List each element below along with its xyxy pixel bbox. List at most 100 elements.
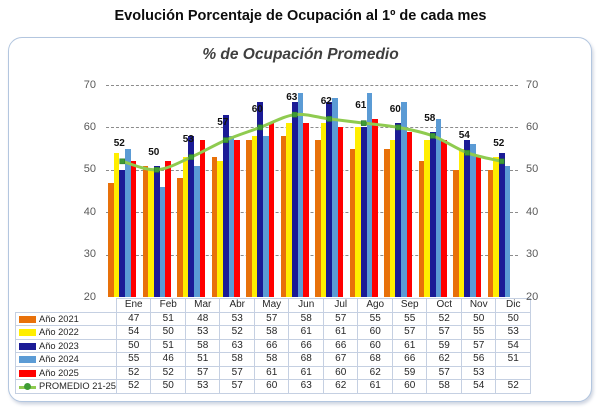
table-cell: 58 — [184, 338, 221, 353]
table-cell: 53 — [184, 379, 221, 394]
data-table: Ene Feb Mar Abr May Jun Jul Ago Sep Oct Nov Dic Año … — [15, 298, 531, 394]
legend-swatch-icon — [19, 356, 36, 364]
legend-swatch-icon — [19, 329, 36, 337]
chart-title: % de Ocupación Promedio — [202, 46, 399, 63]
bar-a-o-2023-feb — [153, 165, 160, 297]
bar-a-o-2023-ago — [360, 127, 367, 297]
table-cell: 57 — [391, 325, 428, 340]
bar-a-o-2025-ago — [372, 118, 378, 297]
table-cell: 66 — [322, 338, 359, 353]
table-cell: 54 — [115, 325, 152, 340]
table-cell: 60 — [253, 379, 290, 394]
month-header-cell: Feb — [150, 298, 186, 313]
month-header-cell: Dic — [495, 298, 531, 313]
table-cell: 48 — [184, 311, 221, 326]
bar-a-o-2023-mar — [188, 135, 195, 297]
bar-a-o-2024-may — [263, 135, 269, 297]
table-cell: 51 — [184, 352, 221, 367]
bar-a-o-2023-jul — [326, 101, 333, 297]
bar-a-o-2023-abr — [222, 114, 229, 297]
bar-a-o-2024-mar — [194, 165, 200, 297]
legend-label: PROMEDIO 21-25 — [39, 381, 116, 391]
gridline — [106, 254, 518, 256]
table-cell: 52 — [426, 311, 462, 326]
bar-a-o-2022-nov — [458, 148, 465, 297]
bar-a-o-2021-jul — [315, 140, 321, 297]
bar-a-o-2023-oct — [429, 131, 436, 297]
table-cell: 61 — [253, 365, 290, 380]
data-label: 60 — [389, 104, 401, 116]
bar-a-o-2021-nov — [453, 169, 459, 297]
table-cell: 60 — [391, 379, 428, 394]
table-cell: 50 — [115, 338, 152, 353]
month-header-cell: Jun — [288, 298, 324, 313]
data-label: 50 — [148, 146, 160, 158]
table-cell: 58 — [253, 352, 290, 367]
bar-a-o-2021-mar — [177, 178, 183, 297]
table-cell: 53 — [460, 365, 497, 380]
month-header-cell: Sep — [391, 298, 428, 313]
table-cell: 56 — [460, 352, 497, 367]
y-axis-tick-label: 30 — [526, 248, 539, 261]
table-cell: 61 — [322, 325, 359, 340]
gridline — [106, 127, 518, 129]
bar-a-o-2021-ene — [108, 182, 114, 297]
table-cell: 51 — [150, 338, 186, 353]
table-cell: 54 — [495, 338, 531, 353]
bar-a-o-2025-mar — [199, 140, 206, 297]
month-header-cell: Jul — [322, 298, 359, 313]
bar-a-o-2021-feb — [142, 165, 149, 297]
bar-a-o-2025-sep — [406, 131, 413, 297]
bar-a-o-2025-feb — [165, 161, 171, 297]
y-axis-tick-label: 50 — [83, 163, 96, 176]
bar-a-o-2022-sep — [389, 140, 396, 297]
legend-label: Año 2024 — [39, 354, 79, 364]
bar-a-o-2021-oct — [418, 161, 425, 297]
bar-a-o-2024-abr — [228, 135, 235, 297]
bar-a-o-2022-jun — [286, 123, 292, 297]
gridline — [106, 85, 518, 86]
table-cell: 50 — [150, 379, 186, 394]
y-axis-tick-label: 50 — [526, 163, 539, 176]
bar-a-o-2022-feb — [148, 169, 154, 297]
legend-label: Año 2021 — [39, 313, 79, 324]
legend-label: Año 2022 — [39, 327, 79, 337]
table-cell: 60 — [357, 338, 393, 353]
legend-cell-promedio-21-25: PROMEDIO 21-25 — [15, 379, 117, 394]
table-cell: 55 — [391, 311, 428, 326]
bar-a-o-2023-ene — [119, 169, 126, 297]
table-cell: 61 — [288, 365, 324, 380]
table-cell: 61 — [357, 379, 393, 394]
y-axis-tick-label: 70 — [83, 78, 96, 91]
table-cell: 57 — [460, 338, 497, 353]
table-cell: 68 — [288, 352, 324, 367]
bar-a-o-2022-ene — [113, 152, 120, 297]
bar-a-o-2024-jul — [332, 97, 338, 297]
bar-a-o-2025-jul — [337, 127, 344, 297]
table-row-a-o-2024: Año 2024 55 46 51 58 58 68 67 68 66 62 56 51 — [15, 352, 531, 367]
table-cell: 58 — [426, 379, 462, 394]
bar-a-o-2022-jul — [320, 123, 327, 297]
table-cell: 62 — [426, 352, 462, 367]
table-cell: 52 — [115, 379, 152, 394]
table-cell — [495, 365, 531, 380]
table-cell: 52 — [219, 325, 255, 340]
table-cell: 55 — [115, 352, 152, 367]
legend-cell-a-o-2023: Año 2023 — [15, 338, 117, 353]
month-header-cell: May — [253, 298, 290, 313]
y-axis-tick-label: 60 — [526, 120, 539, 133]
y-axis-tick-label: 20 — [526, 290, 539, 303]
table-cell: 61 — [288, 325, 324, 340]
data-label: 57 — [217, 117, 229, 129]
bar-a-o-2024-ago — [366, 93, 373, 297]
data-label: 53 — [182, 134, 194, 146]
bar-a-o-2021-abr — [211, 157, 218, 297]
table-cell: 53 — [184, 325, 221, 340]
bar-a-o-2021-dic — [487, 169, 494, 297]
bar-a-o-2022-dic — [493, 157, 499, 297]
table-row-a-o-2022: Año 2022 54 50 53 52 58 61 61 60 57 57 55 53 — [15, 325, 531, 340]
month-header-cell: Oct — [426, 298, 462, 313]
gridline — [106, 212, 518, 214]
bar-a-o-2025-nov — [475, 157, 482, 297]
